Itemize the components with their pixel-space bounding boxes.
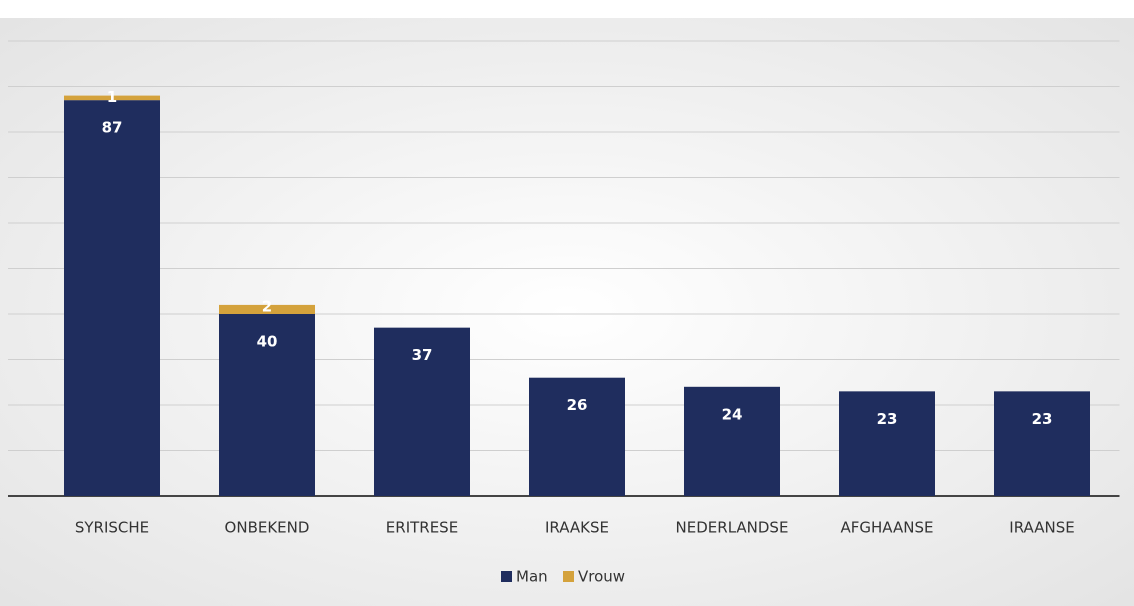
- bar-segment: [684, 386, 780, 496]
- data-label: 37: [412, 346, 433, 364]
- x-tick-label: ERITRESE: [386, 519, 458, 537]
- legend-label: Man: [516, 568, 548, 586]
- x-tick-label: NEDERLANDSE: [676, 519, 789, 537]
- bar-segment: [64, 100, 160, 497]
- data-label: 24: [722, 405, 743, 423]
- x-tick-label: IRAANSE: [1009, 519, 1074, 537]
- legend-label: Vrouw: [578, 568, 625, 586]
- bar-segment: [839, 391, 935, 496]
- data-label: 23: [877, 410, 898, 428]
- data-label: 26: [567, 396, 588, 414]
- legend-swatch: [501, 571, 512, 582]
- data-label: 1: [107, 88, 117, 106]
- x-tick-label: ONBEKEND: [225, 519, 310, 537]
- background: [0, 18, 1134, 606]
- x-tick-label: IRAAKSE: [545, 519, 609, 537]
- data-label: 40: [257, 333, 278, 351]
- x-tick-label: SYRISCHE: [75, 519, 149, 537]
- bar-segment: [374, 327, 470, 496]
- data-label: 2: [262, 297, 272, 315]
- bar-segment: [994, 391, 1090, 496]
- data-label: 23: [1032, 410, 1053, 428]
- bar-segment: [219, 304, 315, 314]
- bar-segment: [529, 377, 625, 496]
- data-label: 87: [102, 119, 123, 137]
- x-tick-label: AFGHAANSE: [841, 519, 934, 537]
- bar-segment: [64, 95, 160, 101]
- legend-swatch: [563, 571, 574, 582]
- bar-segment: [219, 314, 315, 496]
